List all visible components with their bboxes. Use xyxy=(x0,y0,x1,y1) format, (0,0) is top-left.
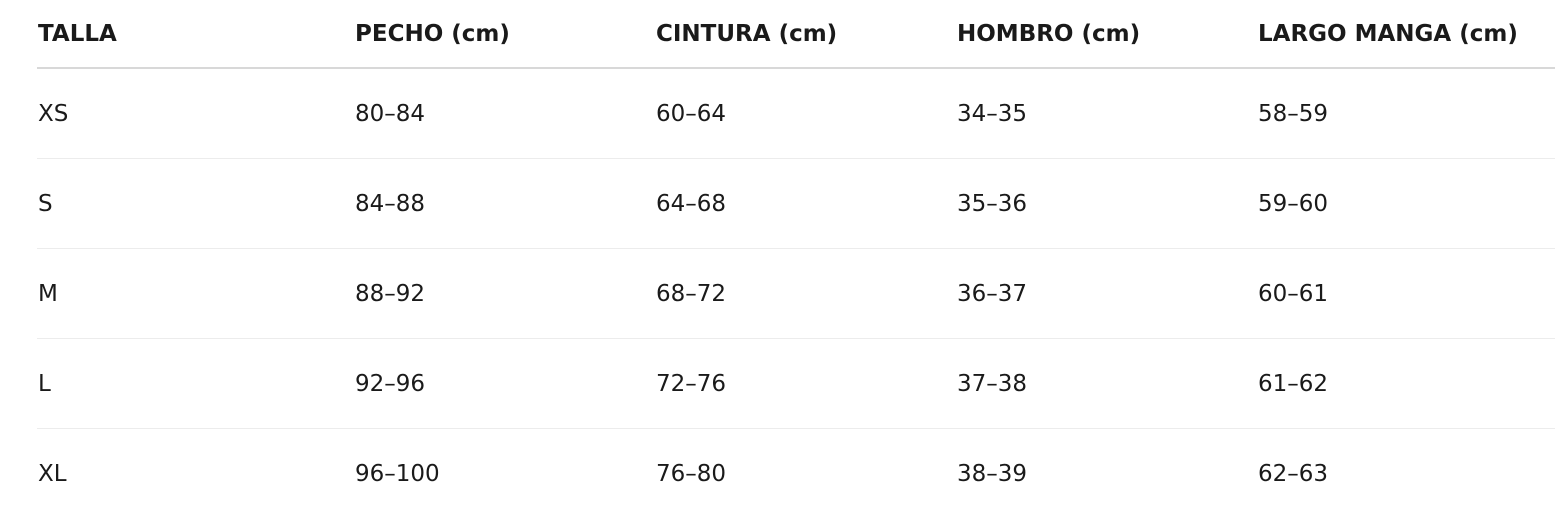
header-row: TALLA PECHO (cm) CINTURA (cm) HOMBRO (cm) LA… xyxy=(37,0,1555,69)
table-cell: 96–100 xyxy=(355,460,440,487)
table-cell: 62–63 xyxy=(1258,460,1329,487)
table-cell: 60–61 xyxy=(1257,248,1555,339)
table-cell: 34–35 xyxy=(956,68,1257,159)
table-cell: 76–80 xyxy=(656,460,727,487)
table-cell: 84–88 xyxy=(354,158,655,249)
table-cell: 36–37 xyxy=(956,248,1257,339)
table-cell: 38–39 xyxy=(957,460,1028,487)
table-cell: 60–64 xyxy=(655,68,956,159)
table-cell: 35–36 xyxy=(956,158,1257,249)
table-body: XS 80–84 60–64 34–35 58–59 S 84–88 64–68 35–36 59… xyxy=(37,68,1555,518)
table-cell: M xyxy=(37,248,354,339)
size-table: TALLA PECHO (cm) CINTURA (cm) HOMBRO (cm) LA… xyxy=(37,0,1555,518)
table-cell: XL xyxy=(38,460,67,487)
table-cell: 68–72 xyxy=(655,248,956,339)
header-cell: LARGO MANGA (cm) xyxy=(1257,0,1555,69)
table-row: XL 96–100 76–80 38–39 62–63 xyxy=(37,429,1555,519)
table-row: XS 80–84 60–64 34–35 58–59 xyxy=(37,68,1555,159)
table-cell: XS xyxy=(37,68,354,159)
table-cell: 80–84 xyxy=(354,68,655,159)
header-cell: CINTURA (cm) xyxy=(655,0,956,69)
table-cell: 88–92 xyxy=(354,248,655,339)
table-row: S 84–88 64–68 35–36 59–60 xyxy=(37,158,1555,249)
table-cell: 58–59 xyxy=(1257,68,1555,159)
table-cell: L xyxy=(37,338,354,429)
table-row: L 92–96 72–76 37–38 61–62 xyxy=(37,338,1555,429)
table-row: M 88–92 68–72 36–37 60–61 xyxy=(37,248,1555,339)
table-cell: 37–38 xyxy=(956,338,1257,429)
header-cell: HOMBRO (cm) xyxy=(956,0,1257,69)
table-cell: 64–68 xyxy=(655,158,956,249)
table-cell: S xyxy=(37,158,354,249)
header-cell: PECHO (cm) xyxy=(354,0,655,69)
table-cell: 72–76 xyxy=(655,338,956,429)
table-cell: 92–96 xyxy=(354,338,655,429)
header-cell: TALLA xyxy=(37,0,354,69)
table-cell: 61–62 xyxy=(1257,338,1555,429)
table-cell: 59–60 xyxy=(1257,158,1555,249)
